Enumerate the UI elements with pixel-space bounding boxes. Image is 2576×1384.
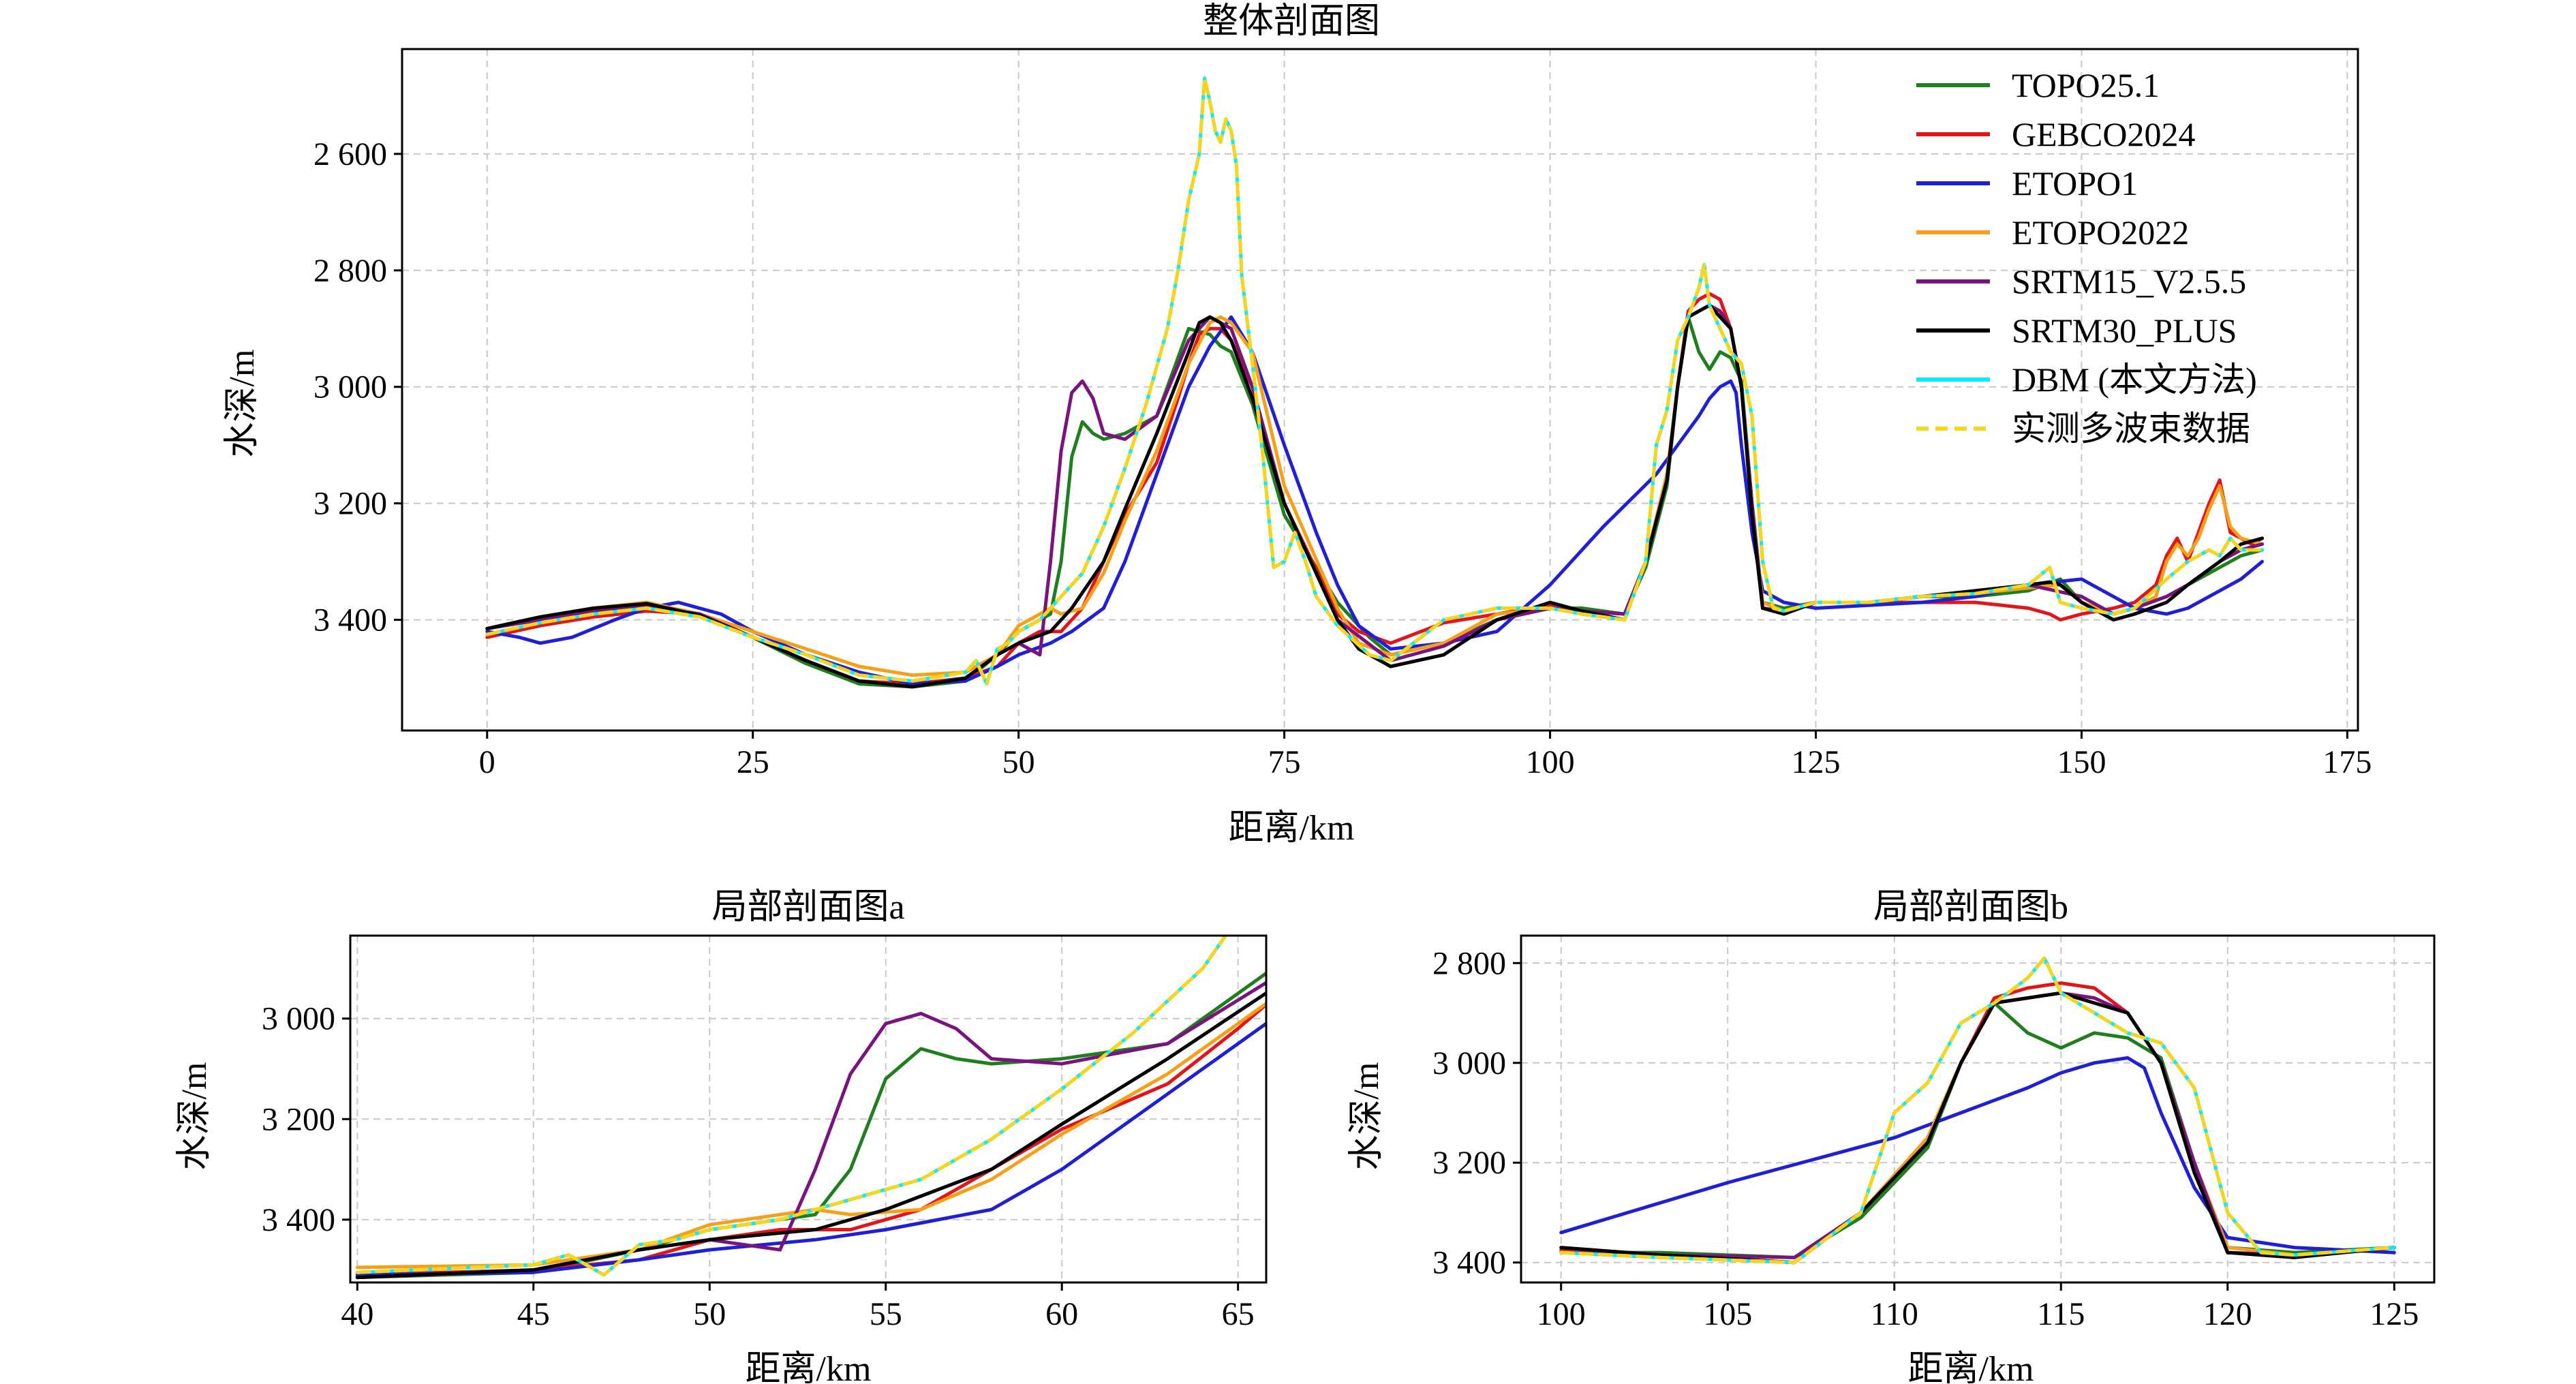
inset-a-x-tick-label: 65 (1222, 1296, 1255, 1332)
inset-a-y-tick-label: 3 000 (262, 1001, 335, 1037)
legend-label-1: GEBCO2024 (2012, 115, 2195, 153)
main-y-tick-label: 2 600 (313, 136, 387, 172)
legend: TOPO25.1 GEBCO2024 ETOPO1 ETOPO2022 SRTM15_V… (1916, 66, 2257, 448)
inset-a-y-tick-label: 3 200 (262, 1101, 335, 1137)
inset-a-y-tick-label: 3 400 (262, 1202, 335, 1238)
main-series-group (485, 76, 2265, 689)
inset-b-series-line-7 (1559, 956, 2396, 1265)
inset-b-series-line-1 (1559, 981, 2396, 1265)
inset-a-y-axis-label: 水深/m (175, 1062, 214, 1171)
main-x-tick-label: 50 (1002, 744, 1035, 780)
main-y-tick-label: 3 400 (313, 602, 387, 639)
inset-b-plot-frame (1520, 934, 2436, 1284)
legend-label-4: SRTM15_V2.5.5 (2012, 262, 2246, 301)
inset-b-y-tick-label: 3 200 (1432, 1145, 1506, 1181)
inset-b-series-line-2 (1559, 1056, 2396, 1255)
main-x-tick-label: 0 (479, 744, 495, 780)
inset-a-x-tick-label: 45 (517, 1296, 550, 1332)
main-x-tick-label: 25 (737, 744, 769, 780)
legend-label-3: ETOPO2022 (2012, 213, 2189, 251)
inset-b-series-line-5 (1559, 991, 2396, 1265)
main-y-tick-label: 3 000 (313, 369, 387, 405)
main-x-tick-label: 100 (1526, 744, 1575, 780)
inset-a-series-line-1 (355, 1002, 1266, 1277)
inset-a-x-tick-label: 40 (341, 1296, 373, 1332)
inset-b-title: 局部剖面图b (1873, 888, 2068, 927)
legend-label-7: 实测多波束数据 (2012, 410, 2250, 448)
main-x-tick-label: 175 (2322, 744, 2372, 780)
inset-a-x-axis-label: 距离/km (746, 1350, 872, 1384)
main-x-tick-label: 125 (1792, 744, 1841, 780)
main-profile-panel: 整体剖面图 距离/km 水深/m 0 25 50 75 100 125 150 175 2 60… (223, 2, 2372, 848)
inset-b-x-tick-label: 115 (2037, 1296, 2085, 1332)
inset-b-x-tick-label: 105 (1703, 1296, 1752, 1332)
inset-b-x-tick-label: 125 (2370, 1296, 2419, 1332)
legend-label-6: DBM (本文方法) (2012, 360, 2257, 399)
inset-a-x-tick-label: 55 (870, 1296, 902, 1332)
main-x-tick-label: 75 (1268, 744, 1301, 780)
main-x-tick-label: 150 (2057, 744, 2106, 780)
inset-b-x-tick-label: 110 (1871, 1296, 1918, 1332)
inset-b-x-tick-label: 100 (1537, 1296, 1586, 1332)
inset-a-series-line-3 (355, 1001, 1266, 1270)
inset-b-y-tick-label: 2 800 (1432, 945, 1506, 981)
inset-b-y-tick-label: 3 000 (1432, 1045, 1506, 1081)
main-y-tick-label: 3 200 (313, 486, 387, 522)
inset-a-plot-frame (349, 934, 1268, 1284)
inset-b-y-axis-label: 水深/m (1347, 1062, 1386, 1171)
inset-a-series-line-2 (355, 1021, 1266, 1277)
inset-b-series-line-0 (1559, 1001, 2396, 1259)
main-plot-frame (401, 48, 2359, 732)
main-series-line-7 (485, 76, 2265, 686)
inset-a-x-tick-label: 50 (693, 1296, 726, 1332)
main-x-axis-label: 距离/km (1229, 809, 1355, 848)
inset-b-x-axis-label: 距离/km (1908, 1350, 2034, 1384)
main-y-axis-label: 水深/m (223, 350, 262, 458)
inset-b-series-line-6 (1559, 956, 2396, 1265)
main-series-line-5 (485, 303, 2265, 689)
inset-a-series-group (355, 936, 1266, 1280)
inset-a-x-tick-label: 60 (1045, 1296, 1078, 1332)
inset-a-series-line-7 (355, 936, 1228, 1277)
legend-label-0: TOPO25.1 (2012, 66, 2160, 104)
legend-label-5: SRTM30_PLUS (2012, 311, 2237, 350)
inset-a-series-line-5 (355, 991, 1266, 1280)
inset-b-y-tick-label: 3 400 (1432, 1245, 1506, 1281)
main-chart-title: 整体剖面图 (1203, 2, 1380, 41)
legend-label-2: ETOPO1 (2012, 164, 2138, 202)
inset-b-panel: 局部剖面图b 距离/km 水深/m 100 105 110 115 120 125 2 80… (1347, 888, 2436, 1384)
inset-b-x-tick-label: 120 (2203, 1296, 2252, 1332)
main-y-tick-label: 2 800 (313, 253, 387, 289)
inset-a-panel: 局部剖面图a 距离/km 水深/m 40 45 50 55 60 65 3 000 3 200… (175, 888, 1268, 1384)
inset-a-title: 局部剖面图a (711, 888, 904, 927)
inset-b-series-group (1559, 956, 2396, 1265)
